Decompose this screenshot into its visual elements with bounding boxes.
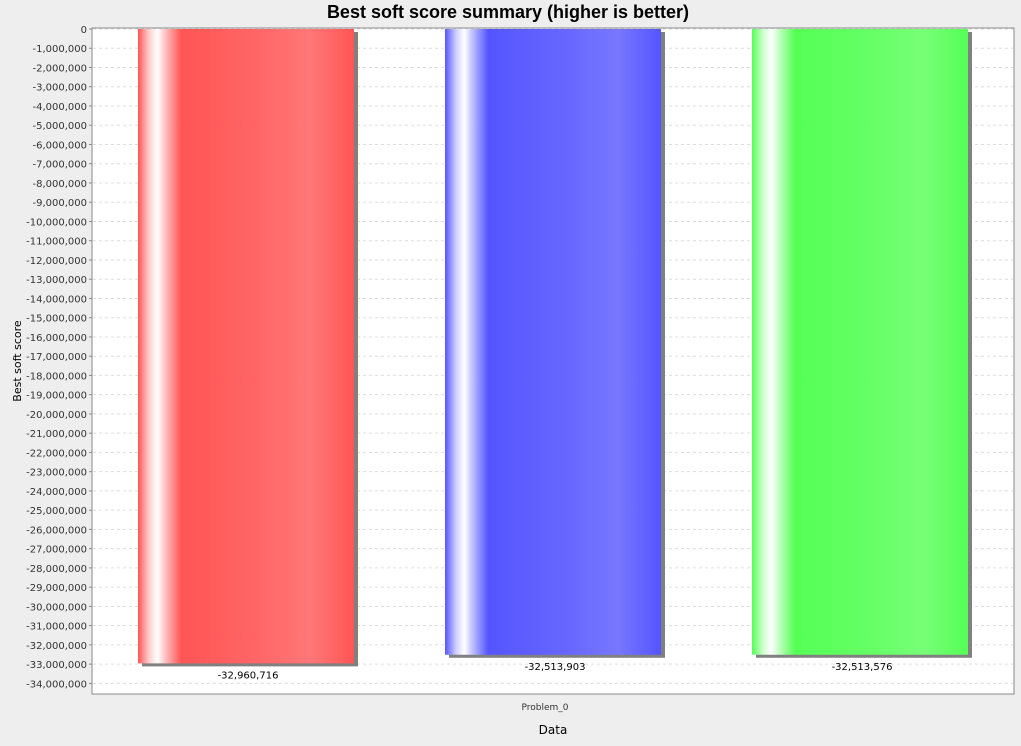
y-tick-label: -15,000,000	[26, 314, 87, 325]
y-tick-label: -29,000,000	[26, 583, 87, 594]
y-tick-label: 0	[81, 25, 87, 36]
y-tick-label: -22,000,000	[26, 448, 87, 459]
y-tick-label: -13,000,000	[26, 275, 87, 286]
y-tick-label: -33,000,000	[26, 660, 87, 671]
bars: -32,960,716 -32,513,903 -32,513,576	[138, 29, 972, 681]
y-tick-label: -28,000,000	[26, 564, 87, 575]
y-tick-label: -9,000,000	[32, 198, 87, 209]
x-tick-label: Problem_0	[521, 703, 568, 713]
y-axis-label: Best soft score	[11, 320, 24, 402]
y-tick-label: -8,000,000	[32, 179, 87, 190]
bar-value-label: -32,960,716	[218, 670, 279, 681]
y-tick-label: -18,000,000	[26, 371, 87, 382]
x-axis-label: Data	[539, 723, 568, 737]
y-tick-label: -21,000,000	[26, 429, 87, 440]
y-tick-label: -12,000,000	[26, 256, 87, 267]
y-tick-label: -31,000,000	[26, 622, 87, 633]
y-tick-label: -24,000,000	[26, 487, 87, 498]
y-tick-label: -23,000,000	[26, 468, 87, 479]
y-tick-label: -5,000,000	[32, 121, 87, 132]
bar	[445, 29, 661, 655]
y-tick-label: -14,000,000	[26, 294, 87, 305]
y-tick-label: -6,000,000	[32, 140, 87, 151]
y-tick-label: -17,000,000	[26, 352, 87, 363]
y-tick-label: -10,000,000	[26, 217, 87, 228]
chart-title: Best soft score summary (higher is bette…	[327, 2, 689, 22]
y-tick-label: -30,000,000	[26, 602, 87, 613]
y-tick-label: -4,000,000	[32, 102, 87, 113]
y-axis-ticks: 0 -1,000,000 -2,000,000 -3,000,000 -4,000,00…	[26, 25, 92, 690]
y-tick-label: -2,000,000	[32, 63, 87, 74]
bar-value-label: -32,513,903	[525, 662, 586, 673]
y-tick-label: -32,000,000	[26, 641, 87, 652]
bar	[138, 29, 354, 664]
y-tick-label: -19,000,000	[26, 391, 87, 402]
y-tick-label: -20,000,000	[26, 410, 87, 421]
bar-value-label: -32,513,576	[832, 662, 893, 673]
y-tick-label: -25,000,000	[26, 506, 87, 517]
x-axis-ticks: Problem_0	[521, 703, 568, 713]
y-tick-label: -11,000,000	[26, 237, 87, 248]
bar	[752, 29, 968, 655]
y-tick-label: -1,000,000	[32, 44, 87, 55]
y-tick-label: -3,000,000	[32, 83, 87, 94]
y-tick-label: -34,000,000	[26, 679, 87, 690]
y-tick-label: -27,000,000	[26, 545, 87, 556]
y-tick-label: -26,000,000	[26, 525, 87, 536]
y-tick-label: -7,000,000	[32, 160, 87, 171]
y-tick-label: -16,000,000	[26, 333, 87, 344]
